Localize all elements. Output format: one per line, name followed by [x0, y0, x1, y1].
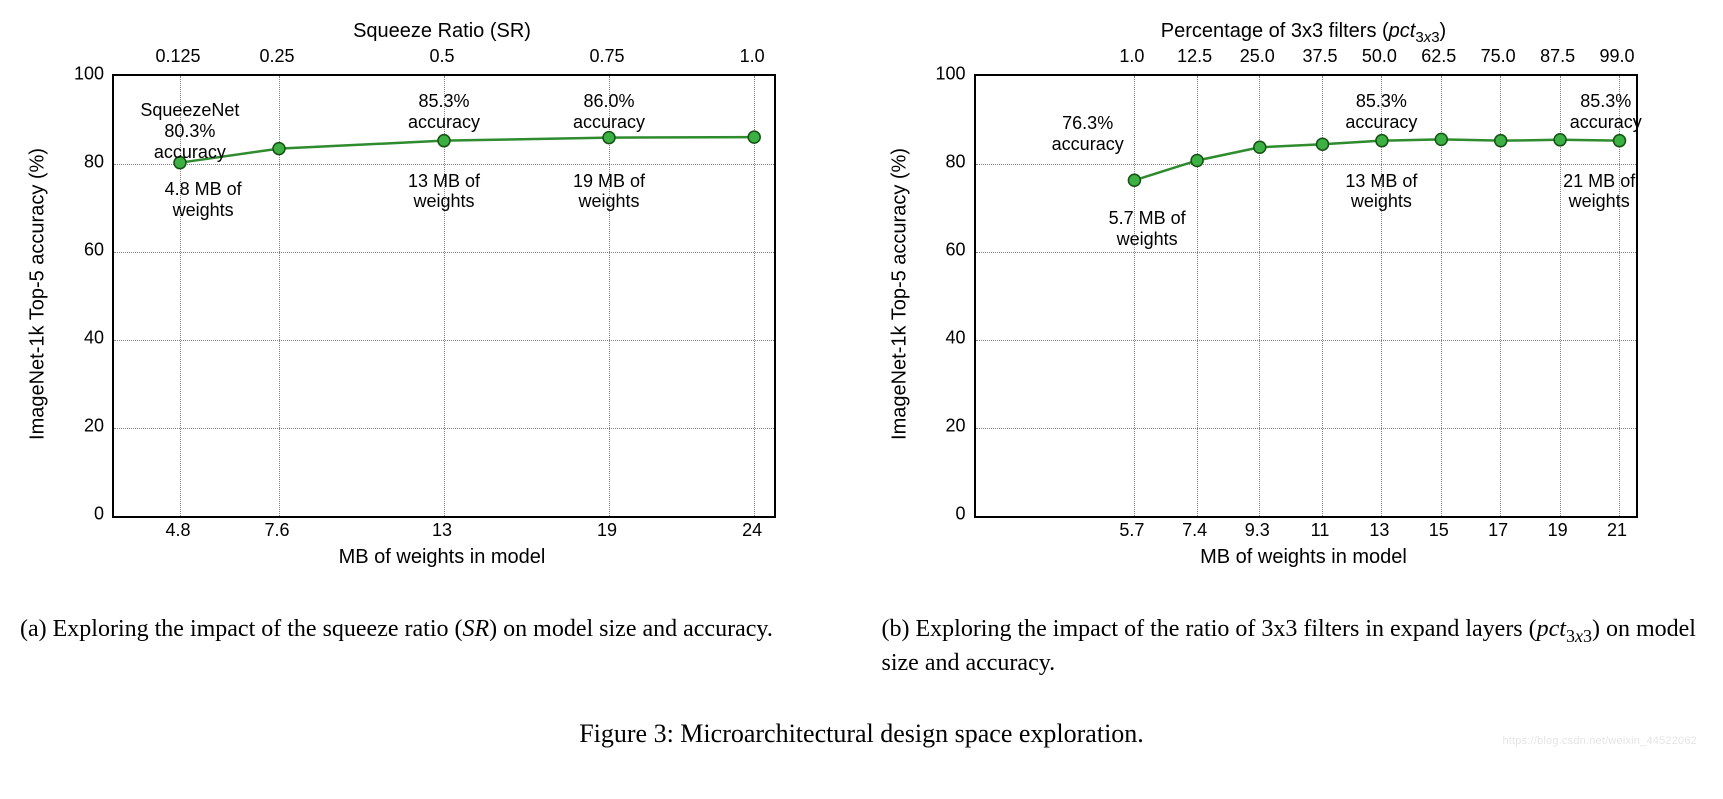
subcaption-a: (a) Exploring the impact of the squeeze …	[20, 614, 842, 645]
x-axis-title: MB of weights in model	[974, 546, 1634, 569]
top-tick-label: 1.0	[740, 46, 765, 67]
top-tick-label: 25.0	[1240, 46, 1275, 67]
chart-annotation: 13 MB of weights	[408, 171, 480, 212]
data-marker	[438, 135, 450, 147]
data-marker	[273, 143, 285, 155]
top-tick-label: 99.0	[1599, 46, 1634, 67]
data-marker	[748, 131, 760, 143]
panels-row: Squeeze Ratio (SR) SqueezeNet 80.3% accur…	[20, 20, 1703, 679]
top-tick-label: 1.0	[1119, 46, 1144, 67]
top-tick-label: 87.5	[1540, 46, 1575, 67]
y-tick-label: 80	[930, 152, 966, 173]
y-tick-label: 0	[68, 504, 104, 525]
bottom-tick-label: 19	[597, 520, 617, 541]
y-tick-label: 60	[930, 240, 966, 261]
chart-annotation: 86.0% accuracy	[573, 91, 645, 132]
top-tick-label: 0.125	[155, 46, 200, 67]
data-marker	[1253, 141, 1265, 153]
bottom-tick-label: 4.8	[165, 520, 190, 541]
top-tick-label: 62.5	[1421, 46, 1456, 67]
data-marker	[1435, 133, 1447, 145]
bottom-tick-label: 19	[1548, 520, 1568, 541]
y-tick-label: 100	[68, 64, 104, 85]
bottom-tick-label: 21	[1607, 520, 1627, 541]
data-marker	[1128, 174, 1140, 186]
chart-annotation: 5.7 MB of weights	[1109, 208, 1186, 249]
chart-annotation: 4.8 MB of weights	[165, 179, 242, 220]
y-tick-label: 40	[930, 328, 966, 349]
bottom-tick-label: 17	[1488, 520, 1508, 541]
data-marker	[1316, 138, 1328, 150]
bottom-tick-label: 24	[742, 520, 762, 541]
data-marker	[1613, 135, 1625, 147]
top-axis-title: Percentage of 3x3 filters (pct3x3)	[974, 20, 1634, 46]
chart-annotation: 21 MB of weights	[1563, 171, 1635, 212]
y-axis-title: ImageNet-1k Top-5 accuracy (%)	[27, 148, 50, 440]
chart-annotation: 13 MB of weights	[1345, 171, 1417, 212]
top-tick-label: 0.5	[429, 46, 454, 67]
bottom-tick-label: 5.7	[1119, 520, 1144, 541]
top-tick-label: 75.0	[1481, 46, 1516, 67]
chart-annotation: 85.3% accuracy	[1345, 91, 1417, 132]
subcaption-b: (b) Exploring the impact of the ratio of…	[882, 614, 1704, 679]
panel-b: Percentage of 3x3 filters (pct3x3) 76.3% …	[882, 20, 1704, 679]
chart-annotation: 19 MB of weights	[573, 171, 645, 212]
bottom-tick-label: 7.6	[264, 520, 289, 541]
y-tick-label: 80	[68, 152, 104, 173]
top-tick-label: 0.75	[589, 46, 624, 67]
data-marker	[1191, 154, 1203, 166]
figure: Squeeze Ratio (SR) SqueezeNet 80.3% accur…	[20, 20, 1703, 749]
bottom-tick-label: 9.3	[1245, 520, 1270, 541]
y-axis-title: ImageNet-1k Top-5 accuracy (%)	[888, 148, 911, 440]
chart-annotation: 76.3% accuracy	[1052, 113, 1124, 154]
y-tick-label: 100	[930, 64, 966, 85]
plot-area: 76.3% accuracy85.3% accuracy85.3% accura…	[974, 74, 1638, 518]
y-tick-label: 20	[68, 416, 104, 437]
data-marker	[1494, 135, 1506, 147]
chart-b: Percentage of 3x3 filters (pct3x3) 76.3% …	[882, 20, 1704, 600]
panel-a: Squeeze Ratio (SR) SqueezeNet 80.3% accur…	[20, 20, 842, 679]
watermark-text: https://blog.csdn.net/weixin_44522062	[1502, 735, 1697, 747]
bottom-tick-label: 13	[432, 520, 452, 541]
bottom-tick-label: 7.4	[1182, 520, 1207, 541]
x-axis-title: MB of weights in model	[112, 546, 772, 569]
y-tick-label: 0	[930, 504, 966, 525]
figure-caption: Figure 3: Microarchitectural design spac…	[20, 719, 1703, 749]
data-marker	[1554, 134, 1566, 146]
y-tick-label: 40	[68, 328, 104, 349]
bottom-tick-label: 13	[1369, 520, 1389, 541]
y-tick-label: 20	[930, 416, 966, 437]
chart-annotation: 85.3% accuracy	[408, 91, 480, 132]
bottom-tick-label: 11	[1311, 520, 1330, 541]
plot-area: SqueezeNet 80.3% accuracy 85.3% accuracy 8…	[112, 74, 776, 518]
top-tick-label: 50.0	[1362, 46, 1397, 67]
top-tick-label: 0.25	[259, 46, 294, 67]
top-tick-label: 37.5	[1302, 46, 1337, 67]
data-marker	[603, 132, 615, 144]
chart-annotation: 85.3% accuracy	[1570, 91, 1642, 132]
top-axis-title: Squeeze Ratio (SR)	[112, 20, 772, 43]
y-tick-label: 60	[68, 240, 104, 261]
bottom-tick-label: 15	[1429, 520, 1449, 541]
top-tick-label: 12.5	[1177, 46, 1212, 67]
chart-a: Squeeze Ratio (SR) SqueezeNet 80.3% accur…	[20, 20, 842, 600]
data-marker	[1375, 135, 1387, 147]
chart-annotation: SqueezeNet 80.3% accuracy	[140, 100, 239, 162]
